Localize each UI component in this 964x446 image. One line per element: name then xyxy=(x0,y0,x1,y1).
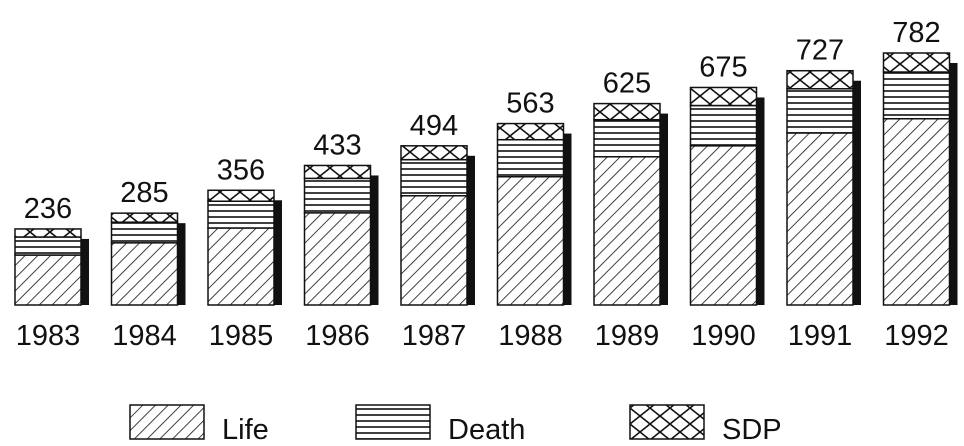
bar-segment xyxy=(593,102,661,121)
bar-shadow xyxy=(563,133,572,305)
total-label: 236 xyxy=(24,193,72,225)
bar-shadow xyxy=(370,175,379,305)
bar-segment xyxy=(303,177,372,214)
bar-segment xyxy=(400,195,468,306)
bar-segment xyxy=(14,228,82,238)
total-label: 625 xyxy=(603,68,651,100)
bar-segment xyxy=(786,88,854,134)
bar-segment xyxy=(303,164,372,180)
legend-label: Life xyxy=(222,414,269,446)
bar-segment xyxy=(882,71,951,120)
bar-shadow xyxy=(756,97,765,305)
bar-shadow xyxy=(853,80,861,305)
x-tick-label: 1989 xyxy=(595,320,660,352)
bar-segment xyxy=(207,189,275,202)
bar-shadow xyxy=(949,63,958,305)
x-tick-label: 1985 xyxy=(209,320,274,352)
x-tick-label: 1987 xyxy=(402,320,467,352)
bar-shadow xyxy=(660,113,668,305)
total-label: 782 xyxy=(892,17,940,49)
total-label: 356 xyxy=(217,154,265,186)
bar-shadow xyxy=(467,155,475,305)
x-tick-label: 1988 xyxy=(498,320,563,352)
bar-segment xyxy=(882,52,951,73)
bar-segment xyxy=(400,158,468,197)
bar-shadow xyxy=(81,238,89,305)
total-label: 285 xyxy=(120,177,168,209)
bar-segment xyxy=(593,156,661,306)
total-label: 433 xyxy=(313,129,361,161)
x-tick-label: 1992 xyxy=(884,320,949,352)
legend-swatch xyxy=(129,404,205,440)
total-label: 727 xyxy=(796,35,844,67)
bar-segment xyxy=(207,227,275,306)
bar-segment xyxy=(207,200,275,229)
bar-segment xyxy=(400,145,468,161)
total-label: 563 xyxy=(506,88,554,120)
bar-segment xyxy=(496,175,565,306)
bar-segment xyxy=(689,104,758,147)
total-label: 494 xyxy=(410,110,458,142)
bar-shadow xyxy=(177,223,186,305)
x-tick-label: 1984 xyxy=(112,320,177,352)
bar-segment xyxy=(496,138,565,178)
legend-swatch xyxy=(629,404,705,440)
x-tick-label: 1983 xyxy=(16,320,81,352)
bar-segment xyxy=(110,212,179,223)
bar-segment xyxy=(786,132,854,306)
x-tick-label: 1986 xyxy=(305,320,370,352)
x-tick-label: 1991 xyxy=(788,320,853,352)
bar-segment xyxy=(689,86,758,107)
bar-shadow xyxy=(274,200,282,305)
bar-segment xyxy=(14,236,82,256)
total-label: 675 xyxy=(699,51,747,83)
bar-segment xyxy=(593,118,661,158)
bar-segment xyxy=(110,242,179,306)
bar-segment xyxy=(882,117,951,306)
bar-segment xyxy=(786,69,854,90)
bar-segment xyxy=(303,212,372,306)
bar-segment xyxy=(496,122,565,141)
bar-segment xyxy=(689,145,758,306)
legend-label: SDP xyxy=(722,414,782,446)
legend-label: Death xyxy=(448,414,525,446)
bar-segment xyxy=(110,221,179,244)
bar-segment xyxy=(14,254,82,306)
x-tick-label: 1990 xyxy=(691,320,756,352)
legend-swatch xyxy=(355,404,431,440)
